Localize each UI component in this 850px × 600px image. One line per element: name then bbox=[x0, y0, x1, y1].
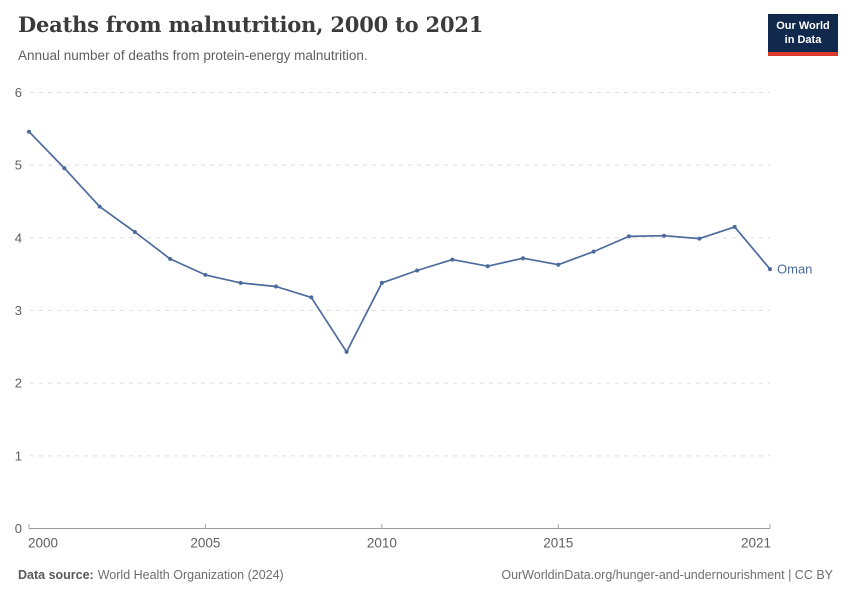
owid-logo-line2: in Data bbox=[784, 34, 822, 47]
x-tick-label: 2010 bbox=[367, 536, 397, 551]
data-point[interactable] bbox=[768, 267, 772, 272]
data-point[interactable] bbox=[203, 272, 208, 277]
data-point[interactable] bbox=[626, 234, 631, 239]
data-point[interactable] bbox=[344, 349, 349, 354]
data-point[interactable] bbox=[450, 257, 455, 262]
y-tick-label: 0 bbox=[15, 521, 22, 536]
data-point[interactable] bbox=[415, 268, 420, 273]
data-point[interactable] bbox=[238, 280, 243, 285]
data-point[interactable] bbox=[556, 262, 561, 267]
data-point[interactable] bbox=[732, 224, 737, 229]
data-point[interactable] bbox=[485, 264, 490, 269]
data-point[interactable] bbox=[132, 230, 137, 234]
data-point[interactable] bbox=[168, 256, 173, 261]
y-tick-label: 4 bbox=[15, 230, 22, 245]
data-source-value: World Health Organization (2024) bbox=[97, 568, 284, 582]
data-point[interactable] bbox=[521, 256, 525, 261]
data-point[interactable] bbox=[662, 233, 667, 238]
chart-subtitle: Annual number of deaths from protein-ene… bbox=[18, 48, 368, 63]
data-point[interactable] bbox=[62, 166, 67, 171]
chart-title: Deaths from malnutrition, 2000 to 2021 bbox=[18, 12, 484, 37]
data-point[interactable] bbox=[379, 280, 384, 285]
owid-logo-line1: Our World bbox=[776, 20, 830, 32]
y-tick-label: 6 bbox=[15, 85, 22, 100]
data-point[interactable] bbox=[697, 236, 702, 241]
data-source: Data source: World Health Organization (2… bbox=[18, 568, 284, 582]
x-tick-label: 2000 bbox=[28, 536, 58, 551]
y-tick-label: 3 bbox=[15, 303, 22, 318]
data-point[interactable] bbox=[591, 249, 596, 254]
data-source-label: Data source: bbox=[18, 568, 94, 582]
data-point[interactable] bbox=[27, 129, 31, 134]
x-tick-label: 2021 bbox=[741, 536, 771, 551]
data-point[interactable] bbox=[97, 204, 102, 209]
x-tick-label: 2005 bbox=[190, 536, 220, 551]
y-tick-label: 1 bbox=[15, 448, 22, 463]
data-point[interactable] bbox=[274, 284, 278, 289]
y-tick-label: 5 bbox=[15, 158, 22, 173]
series-end-label[interactable]: Oman bbox=[777, 262, 812, 277]
data-point[interactable] bbox=[309, 295, 314, 300]
owid-logo[interactable]: Our World in Data bbox=[768, 14, 838, 56]
x-tick-label: 2015 bbox=[543, 536, 573, 551]
series-line bbox=[28, 130, 771, 353]
footer-license-link[interactable]: OurWorldinData.org/hunger-and-undernouri… bbox=[501, 568, 833, 582]
y-tick-label: 2 bbox=[15, 376, 22, 391]
